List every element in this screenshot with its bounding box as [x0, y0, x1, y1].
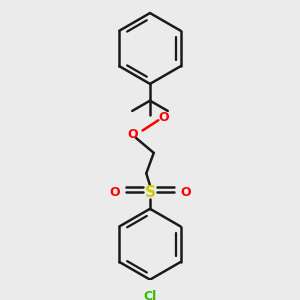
Text: O: O — [180, 185, 191, 199]
Text: O: O — [109, 185, 120, 199]
Text: S: S — [145, 184, 155, 200]
Text: O: O — [127, 128, 138, 141]
Text: Cl: Cl — [143, 290, 157, 300]
Text: O: O — [159, 111, 169, 124]
